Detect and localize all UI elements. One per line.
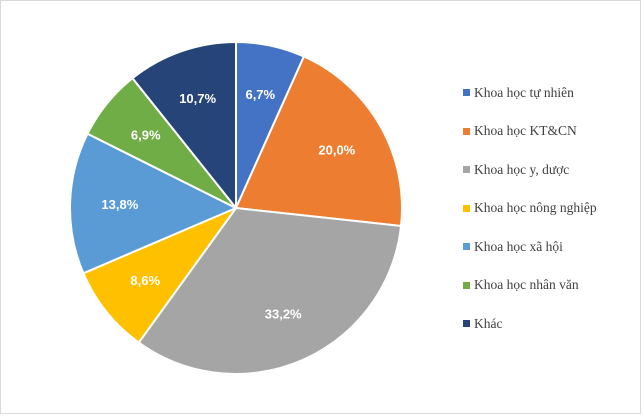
pie-slice-khoa-hoc-y-duoc	[137, 207, 403, 375]
legend-item-khac: Khác	[463, 314, 597, 333]
legend-label: Khoa học y, dược	[474, 161, 570, 177]
legend-label: Khoa học KT&CN	[474, 123, 577, 138]
data-label-khoa-hoc-nong-nghiep: 8,6%	[130, 273, 160, 288]
legend-item-khoa-hoc-kt-cn: Khoa học KT&CN	[463, 122, 597, 141]
legend-item-khoa-hoc-xa-hoi: Khoa học xã hội	[463, 237, 597, 256]
data-label-khoa-hoc-xa-hoi: 13,8%	[101, 197, 138, 212]
pie-slice-khoa-hoc-kt-cn	[235, 55, 403, 227]
pie-slice-khoa-hoc-xa-hoi	[69, 132, 237, 275]
data-label-khoa-hoc-tu-nhien: 6,7%	[245, 87, 275, 102]
pie-data-labels: 6,7% 20,0% 33,2% 8,6% 13,8% 6,9% 10,7%	[101, 87, 355, 322]
legend-item-khoa-hoc-tu-nhien: Khoa học tự nhiên	[463, 83, 597, 102]
pie-slice-khoa-hoc-nong-nghiep	[82, 207, 237, 344]
data-label-khac: 10,7%	[179, 91, 216, 106]
legend-swatch	[463, 89, 470, 96]
legend-label: Khác	[474, 315, 503, 331]
data-label-khoa-hoc-kt-cn: 20,0%	[318, 143, 355, 158]
pie-slice-khac	[131, 41, 237, 209]
legend-label: Khoa học nông nghiệp	[474, 200, 597, 215]
legend-swatch	[463, 281, 470, 289]
legend-label: Khoa học tự nhiên	[474, 84, 574, 100]
legend-swatch	[463, 243, 470, 250]
legend-item-khoa-hoc-nong-nghiep: Khoa học nông nghiệp	[463, 199, 597, 218]
legend-swatch	[463, 166, 470, 173]
legend-item-khoa-hoc-nhan-van: Khoa học nhân văn	[463, 276, 597, 295]
legend: Khoa học tự nhiên Khoa học KT&CN Khoa học …	[463, 83, 597, 353]
data-label-khoa-hoc-y-duoc: 33,2%	[265, 307, 302, 322]
legend-swatch	[463, 204, 470, 212]
legend-label: Khoa học nhân văn	[474, 277, 579, 292]
legend-swatch	[463, 320, 470, 327]
legend-item-khoa-hoc-y-duoc: Khoa học y, dược	[463, 160, 597, 179]
data-label-khoa-hoc-nhan-van: 6,9%	[131, 127, 161, 142]
legend-swatch	[463, 127, 470, 135]
legend-label: Khoa học xã hội	[474, 238, 563, 254]
pie-slices	[69, 41, 403, 375]
